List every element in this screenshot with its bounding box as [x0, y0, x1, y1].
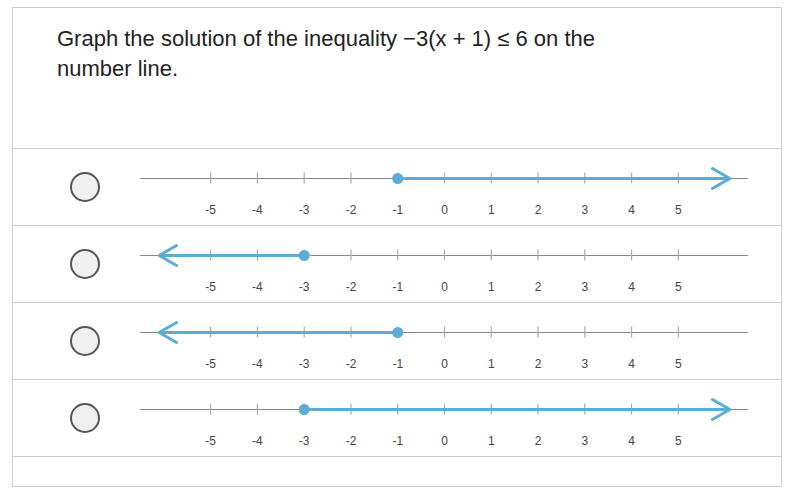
svg-text:1: 1	[488, 357, 495, 371]
svg-text:-5: -5	[205, 203, 216, 217]
svg-text:4: 4	[628, 434, 635, 448]
svg-text:2: 2	[535, 280, 542, 294]
svg-text:1: 1	[488, 434, 495, 448]
svg-text:-4: -4	[252, 434, 263, 448]
svg-text:-3: -3	[299, 280, 310, 294]
svg-text:3: 3	[581, 280, 588, 294]
svg-text:4: 4	[628, 280, 635, 294]
html-text:Graph the solution of the ineq: Graph the solution of the inequality −3(…	[57, 26, 595, 81]
svg-text:1: 1	[488, 203, 495, 217]
svg-text:5: 5	[675, 280, 682, 294]
svg-text:1: 1	[488, 280, 495, 294]
svg-text:2: 2	[535, 203, 542, 217]
svg-text:-2: -2	[346, 357, 357, 371]
svg-text:-2: -2	[346, 203, 357, 217]
svg-text:-2: -2	[346, 434, 357, 448]
svg-text:0: 0	[441, 280, 448, 294]
svg-text:-3: -3	[299, 434, 310, 448]
svg-text:0: 0	[441, 357, 448, 371]
svg-text:2: 2	[535, 434, 542, 448]
svg-text:3: 3	[581, 434, 588, 448]
svg-text:-1: -1	[392, 357, 403, 371]
svg-text:5: 5	[675, 434, 682, 448]
svg-text:3: 3	[581, 203, 588, 217]
svg-text:-1: -1	[392, 203, 403, 217]
svg-text:4: 4	[628, 357, 635, 371]
svg-text:-3: -3	[299, 357, 310, 371]
svg-text:-1: -1	[392, 434, 403, 448]
svg-text:-5: -5	[205, 280, 216, 294]
svg-text:2: 2	[535, 357, 542, 371]
svg-text:-3: -3	[299, 203, 310, 217]
svg-text:0: 0	[441, 203, 448, 217]
svg-text:-4: -4	[252, 357, 263, 371]
svg-text:-4: -4	[252, 280, 263, 294]
svg-text:5: 5	[675, 357, 682, 371]
svg-text:-5: -5	[205, 357, 216, 371]
svg-text:0: 0	[441, 434, 448, 448]
svg-text:4: 4	[628, 203, 635, 217]
svg-text:5: 5	[675, 203, 682, 217]
svg-text:-5: -5	[205, 434, 216, 448]
svg-text:-1: -1	[392, 280, 403, 294]
svg-text:-4: -4	[252, 203, 263, 217]
svg-text:3: 3	[581, 357, 588, 371]
svg-text:-2: -2	[346, 280, 357, 294]
